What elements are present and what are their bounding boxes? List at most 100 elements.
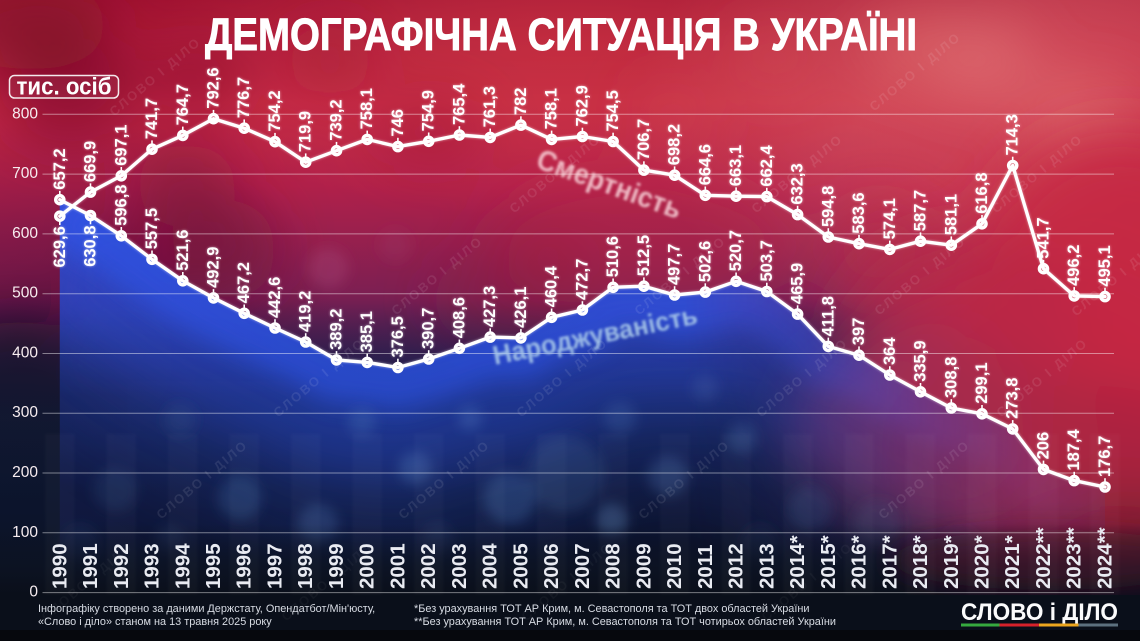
svg-text:663,1: 663,1 bbox=[727, 145, 745, 186]
svg-text:1998: 1998 bbox=[294, 543, 317, 589]
svg-text:2016*: 2016* bbox=[848, 535, 871, 589]
svg-text:1991: 1991 bbox=[79, 543, 102, 589]
svg-text:2015*: 2015* bbox=[817, 535, 840, 589]
svg-text:2023**: 2023** bbox=[1063, 527, 1086, 589]
svg-text:496,2: 496,2 bbox=[1065, 245, 1083, 286]
svg-text:495,1: 495,1 bbox=[1096, 245, 1114, 286]
svg-text:460,4: 460,4 bbox=[543, 265, 561, 307]
svg-text:1999: 1999 bbox=[325, 543, 348, 589]
svg-text:2003: 2003 bbox=[448, 543, 471, 589]
svg-text:800: 800 bbox=[12, 105, 38, 122]
svg-text:385,1: 385,1 bbox=[358, 311, 376, 352]
svg-text:300: 300 bbox=[12, 404, 38, 421]
svg-text:521,6: 521,6 bbox=[174, 230, 192, 271]
svg-text:100: 100 bbox=[12, 524, 38, 541]
svg-text:2014*: 2014* bbox=[786, 535, 809, 589]
svg-text:2022**: 2022** bbox=[1032, 527, 1055, 589]
svg-text:2020*: 2020* bbox=[971, 535, 994, 589]
svg-text:600: 600 bbox=[12, 225, 38, 242]
svg-text:503,7: 503,7 bbox=[758, 240, 776, 281]
svg-text:2008: 2008 bbox=[602, 543, 625, 589]
svg-text:583,6: 583,6 bbox=[850, 192, 868, 233]
svg-text:408,6: 408,6 bbox=[450, 297, 468, 338]
svg-text:2005: 2005 bbox=[509, 543, 532, 589]
svg-text:Інфографіку створено за даними: Інфографіку створено за даними Держстату… bbox=[38, 603, 375, 615]
svg-text:596,8: 596,8 bbox=[112, 185, 130, 226]
svg-text:2006: 2006 bbox=[540, 543, 563, 589]
svg-text:308,8: 308,8 bbox=[942, 357, 960, 398]
svg-text:662,4: 662,4 bbox=[758, 144, 776, 186]
svg-text:426,1: 426,1 bbox=[512, 287, 530, 328]
svg-text:1996: 1996 bbox=[233, 543, 256, 589]
svg-text:762,9: 762,9 bbox=[573, 85, 591, 126]
svg-text:574,1: 574,1 bbox=[881, 198, 899, 239]
svg-text:700: 700 bbox=[12, 165, 38, 182]
svg-text:299,1: 299,1 bbox=[973, 363, 991, 404]
svg-text:*Без урахування ТОТ АР Крим, м: *Без урахування ТОТ АР Крим, м. Севастоп… bbox=[414, 603, 809, 615]
svg-text:792,6: 792,6 bbox=[205, 67, 223, 108]
svg-text:**Без урахування ТОТ АР Крим,: **Без урахування ТОТ АР Крим, м. Севасто… bbox=[414, 616, 836, 628]
svg-text:1995: 1995 bbox=[202, 543, 225, 589]
svg-text:754,5: 754,5 bbox=[604, 90, 622, 131]
svg-text:390,7: 390,7 bbox=[420, 308, 438, 349]
svg-text:273,8: 273,8 bbox=[1004, 378, 1022, 419]
svg-text:419,2: 419,2 bbox=[297, 291, 315, 332]
svg-text:706,7: 706,7 bbox=[635, 119, 653, 160]
svg-text:714,3: 714,3 bbox=[1004, 114, 1022, 155]
svg-text:1990: 1990 bbox=[48, 543, 71, 589]
svg-text:472,7: 472,7 bbox=[573, 259, 591, 300]
svg-text:206: 206 bbox=[1035, 432, 1053, 460]
svg-text:512,5: 512,5 bbox=[635, 235, 653, 276]
svg-text:2000: 2000 bbox=[356, 543, 379, 589]
svg-text:657,2: 657,2 bbox=[51, 148, 69, 189]
svg-text:581,1: 581,1 bbox=[942, 194, 960, 235]
svg-text:500: 500 bbox=[12, 285, 38, 302]
svg-text:2004: 2004 bbox=[479, 543, 502, 589]
svg-text:1997: 1997 bbox=[264, 543, 287, 589]
svg-text:2009: 2009 bbox=[632, 543, 655, 589]
svg-text:176,7: 176,7 bbox=[1096, 436, 1114, 477]
svg-text:765,4: 765,4 bbox=[450, 83, 468, 125]
svg-text:754,9: 754,9 bbox=[420, 90, 438, 131]
svg-text:1992: 1992 bbox=[110, 543, 133, 589]
svg-text:2007: 2007 bbox=[571, 543, 594, 589]
svg-text:2001: 2001 bbox=[386, 543, 409, 589]
svg-text:616,8: 616,8 bbox=[973, 173, 991, 214]
svg-text:0: 0 bbox=[29, 584, 38, 601]
svg-text:594,8: 594,8 bbox=[819, 186, 837, 227]
svg-text:2021*: 2021* bbox=[1001, 535, 1024, 589]
svg-text:630,8: 630,8 bbox=[82, 226, 100, 267]
svg-text:502,6: 502,6 bbox=[696, 241, 714, 282]
svg-text:СЛОВО і ДІЛО: СЛОВО і ДІЛО bbox=[961, 599, 1118, 626]
svg-text:629,6: 629,6 bbox=[51, 226, 69, 267]
svg-text:741,7: 741,7 bbox=[143, 98, 161, 139]
svg-text:465,9: 465,9 bbox=[789, 263, 807, 304]
svg-text:754,2: 754,2 bbox=[266, 90, 284, 131]
svg-text:2018*: 2018* bbox=[909, 535, 932, 589]
svg-text:2012: 2012 bbox=[725, 543, 748, 589]
svg-text:335,9: 335,9 bbox=[912, 341, 930, 382]
svg-text:2002: 2002 bbox=[417, 543, 440, 589]
svg-text:557,5: 557,5 bbox=[143, 208, 161, 249]
svg-text:761,3: 761,3 bbox=[481, 86, 499, 127]
svg-text:442,6: 442,6 bbox=[266, 277, 284, 318]
svg-text:776,7: 776,7 bbox=[235, 77, 253, 118]
svg-text:2013: 2013 bbox=[755, 543, 778, 589]
svg-text:520,7: 520,7 bbox=[727, 230, 745, 271]
svg-text:758,1: 758,1 bbox=[543, 88, 561, 129]
svg-text:200: 200 bbox=[12, 464, 38, 481]
svg-text:758,1: 758,1 bbox=[358, 88, 376, 129]
svg-text:497,7: 497,7 bbox=[666, 244, 684, 285]
svg-text:тис. осіб: тис. осіб bbox=[17, 74, 112, 101]
svg-text:2011: 2011 bbox=[694, 545, 717, 589]
svg-text:«Слово і діло» станом на 13 тр: «Слово і діло» станом на 13 травня 2025 … bbox=[38, 616, 272, 628]
svg-text:467,2: 467,2 bbox=[235, 262, 253, 303]
svg-text:697,1: 697,1 bbox=[112, 125, 130, 166]
svg-text:376,5: 376,5 bbox=[389, 316, 407, 357]
svg-text:2019*: 2019* bbox=[940, 535, 963, 589]
svg-text:698,2: 698,2 bbox=[666, 124, 684, 165]
svg-text:669,9: 669,9 bbox=[82, 141, 100, 182]
svg-text:411,8: 411,8 bbox=[819, 296, 837, 336]
svg-text:397: 397 bbox=[850, 318, 868, 346]
svg-text:2017*: 2017* bbox=[878, 535, 901, 589]
